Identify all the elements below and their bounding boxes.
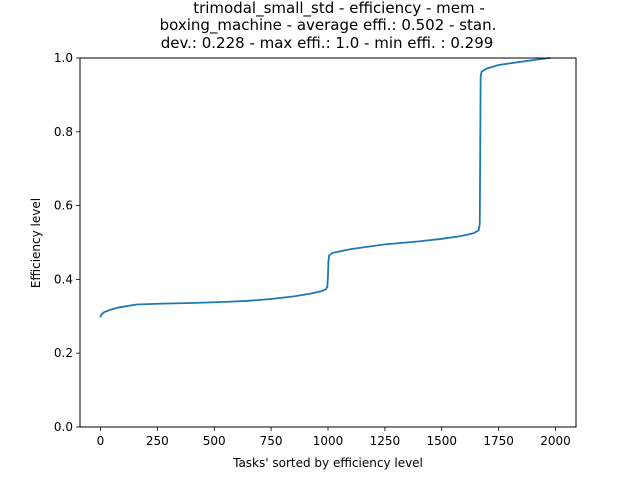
series-line-0: [99, 57, 551, 318]
x-tick-label: 750: [260, 434, 283, 448]
y-tick-label: 0.6: [54, 199, 73, 213]
chart-title-line-1: trimodal_small_std - efficiency - mem -: [193, 0, 485, 18]
x-tick-label: 2000: [540, 434, 571, 448]
x-tick-label: 1500: [426, 434, 457, 448]
y-tick-label: 0.4: [54, 272, 73, 286]
x-axis-label: Tasks' sorted by efficiency level: [232, 456, 423, 470]
x-tick-label: 500: [203, 434, 226, 448]
y-tick-label: 0.8: [54, 125, 73, 139]
y-axis-label: Efficiency level: [29, 198, 43, 288]
y-tick-label: 0.0: [54, 420, 73, 434]
y-tick-label: 1.0: [54, 51, 73, 65]
chart-title: trimodal_small_std - efficiency - mem - …: [160, 0, 497, 52]
x-tick-label: 250: [146, 434, 169, 448]
y-axis-ticks: 0.0 0.2 0.4 0.6 0.8 1.0: [54, 51, 80, 434]
chart-title-line-3: dev.: 0.228 - max effi.: 1.0 - min effi.…: [161, 34, 494, 52]
x-tick-label: 0: [97, 434, 105, 448]
x-tick-label: 1750: [483, 434, 514, 448]
x-tick-label: 1000: [313, 434, 344, 448]
y-tick-label: 0.2: [54, 346, 73, 360]
chart-title-line-2: boxing_machine - average effi.: 0.502 - …: [160, 16, 497, 35]
x-axis-ticks: 0 250 500 750 1000 1250 1500 1750 2000: [97, 427, 571, 448]
x-tick-label: 1250: [370, 434, 401, 448]
plot-frame: [79, 57, 577, 428]
series-group: [99, 57, 551, 318]
